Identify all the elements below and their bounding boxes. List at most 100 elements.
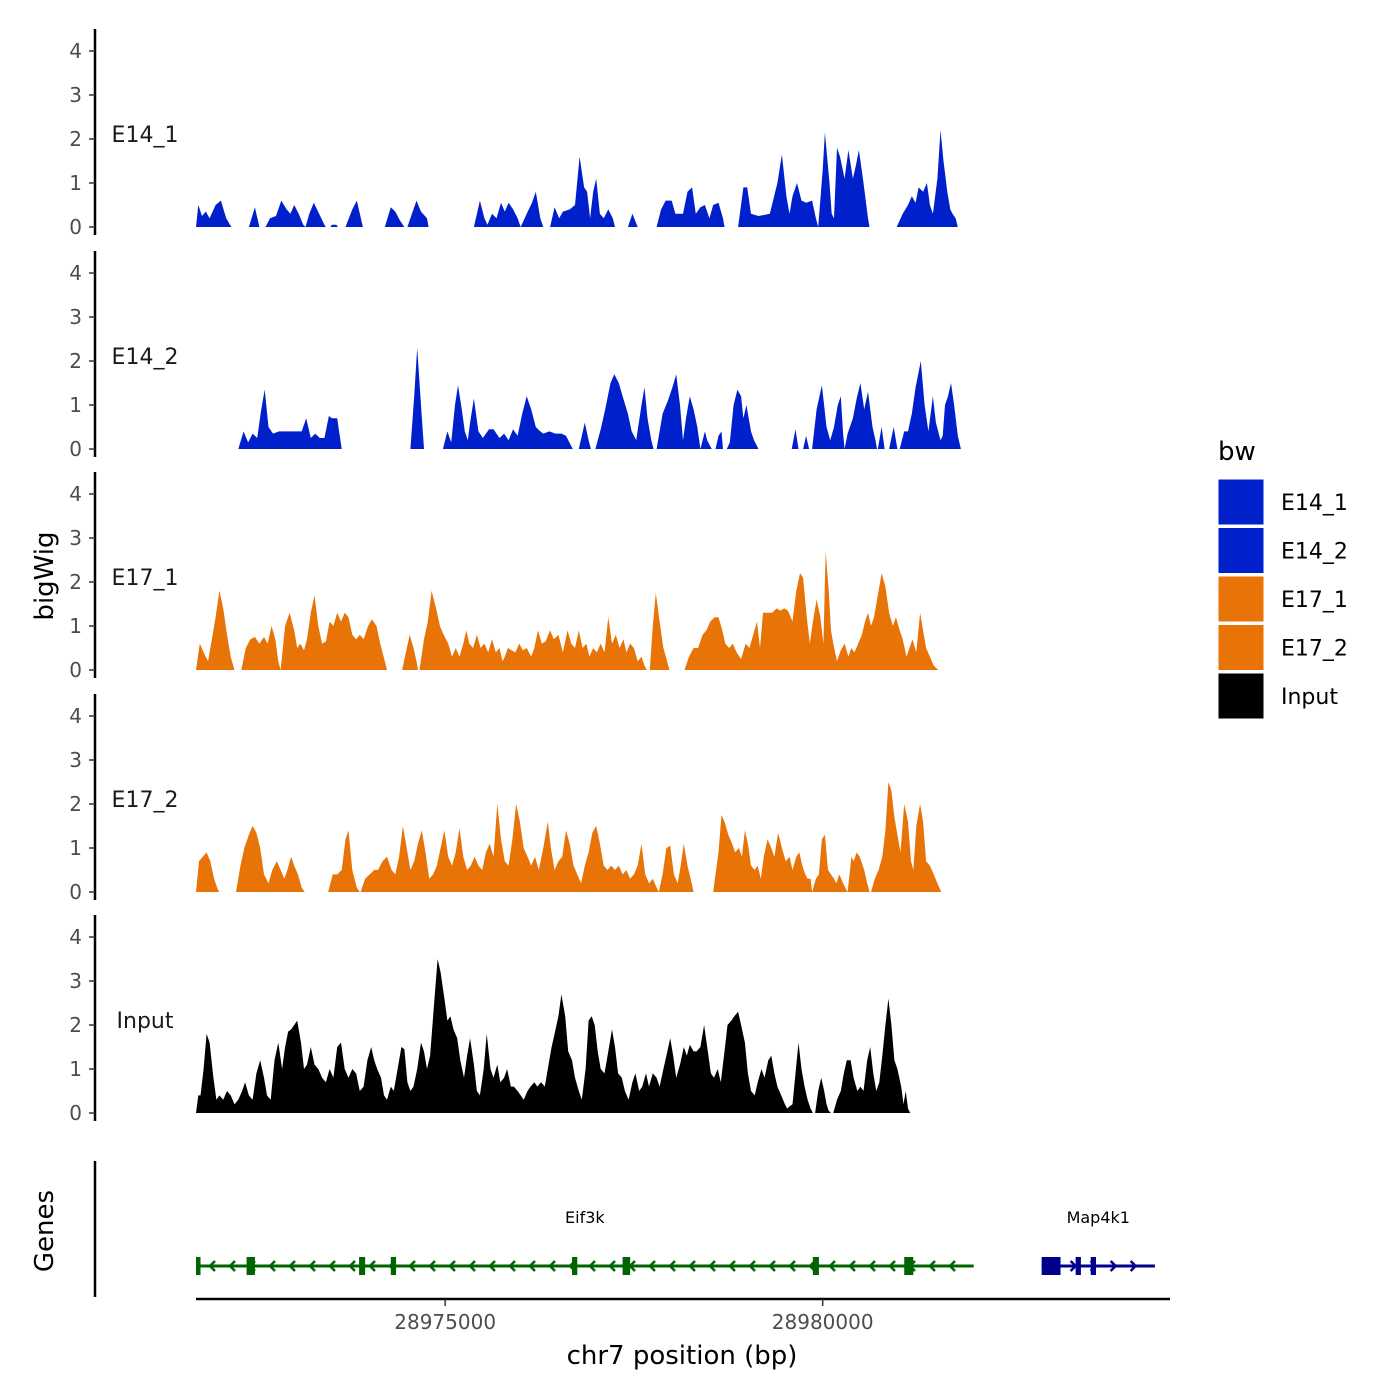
- y-tick-label: 1: [69, 393, 82, 417]
- y-tick-label: 3: [69, 305, 82, 329]
- track-label: E17_2: [112, 788, 179, 813]
- strand-arrow: [1109, 1260, 1118, 1272]
- strand-arrow: [428, 1260, 436, 1272]
- legend-entries: E14_1 E14_2 E17_1 E17_2 Input: [1217, 478, 1348, 720]
- coverage-area-E17_1: [196, 551, 939, 670]
- strand-arrow: [928, 1260, 936, 1272]
- exon: [1090, 1257, 1097, 1275]
- strand-arrow: [648, 1260, 656, 1272]
- x-axis-title: chr7 position (bp): [567, 1341, 798, 1371]
- strand-arrow: [748, 1260, 756, 1272]
- y-tick-label: 3: [69, 83, 82, 107]
- y-tick-label: 0: [69, 437, 82, 461]
- y-tick-label: 3: [69, 969, 82, 993]
- exon: [390, 1257, 397, 1275]
- coverage-area-E14_1: [196, 130, 958, 227]
- strand-arrow: [228, 1260, 236, 1272]
- legend-swatch: [1217, 672, 1265, 720]
- legend-entry-E14_2: E14_2: [1217, 527, 1348, 574]
- y-tick-label: 4: [69, 925, 82, 949]
- x-tick-label: 28975000: [394, 1310, 496, 1334]
- y-tick-label: 1: [69, 171, 82, 195]
- strand-arrow: [888, 1260, 896, 1272]
- y-tick-label: 2: [69, 1013, 82, 1037]
- legend-swatch: [1217, 624, 1265, 671]
- track-Input: 0 1 2 3 4 Input: [69, 915, 911, 1125]
- x-axis-ticks: 28975000 28980000: [394, 1299, 874, 1334]
- exon: [812, 1257, 819, 1275]
- genes-layer: Eif3k Map4k1: [93, 1161, 1155, 1297]
- tracks-layer: 0 1 2 3 4 E14_1 0 1 2 3 4 E14_2 0 1 2 3 4 E17_1 0 1 2 3 4 E17_2…: [69, 29, 961, 1125]
- strand-arrow: [468, 1260, 476, 1272]
- legend-swatch: [1217, 478, 1265, 526]
- strand-arrow: [528, 1260, 536, 1272]
- strand-arrow: [848, 1260, 856, 1272]
- y-tick-label: 1: [69, 836, 82, 860]
- strand-arrow: [688, 1260, 696, 1272]
- legend-label: E14_2: [1281, 540, 1348, 565]
- exon: [359, 1257, 366, 1275]
- y-tick-label: 4: [69, 39, 82, 63]
- strand-arrow: [548, 1260, 556, 1272]
- y-tick-label: 2: [69, 127, 82, 151]
- y-tick-label: 1: [69, 1057, 82, 1081]
- genes-axis-title: Genes: [30, 1190, 60, 1272]
- strand-arrow: [588, 1260, 596, 1272]
- legend: bw E14_1 E14_2 E17_1 E17_2 Input: [1217, 437, 1348, 720]
- track-label: E14_1: [112, 123, 179, 148]
- strand-arrow: [828, 1260, 836, 1272]
- track-label: E17_1: [112, 566, 179, 591]
- strand-arrow: [328, 1260, 336, 1272]
- legend-label: E17_1: [1281, 588, 1348, 613]
- strand-arrow: [948, 1260, 956, 1272]
- strand-arrow: [488, 1260, 496, 1272]
- strand-arrow: [508, 1260, 516, 1272]
- strand-arrow: [868, 1260, 876, 1272]
- strand-arrow: [408, 1260, 416, 1272]
- track-label: E14_2: [112, 345, 179, 370]
- legend-entry-E17_1: E17_1: [1217, 575, 1348, 623]
- legend-title: bw: [1218, 437, 1256, 467]
- y-tick-label: 0: [69, 215, 82, 239]
- legend-label: E14_1: [1281, 491, 1348, 516]
- legend-label: E17_2: [1281, 637, 1348, 662]
- strand-arrow: [708, 1260, 716, 1272]
- y-tick-label: 2: [69, 792, 82, 816]
- legend-entry-E17_2: E17_2: [1217, 624, 1348, 671]
- strand-arrow: [1129, 1260, 1138, 1272]
- exon: [196, 1257, 201, 1275]
- strand-arrow: [608, 1260, 616, 1272]
- track-E14_2: 0 1 2 3 4 E14_2: [69, 251, 961, 461]
- exon: [904, 1257, 914, 1275]
- coverage-area-Input: [196, 959, 911, 1113]
- y-tick-label: 1: [69, 614, 82, 638]
- exon: [622, 1257, 631, 1275]
- strand-arrow: [788, 1260, 796, 1272]
- track-E17_2: 0 1 2 3 4 E17_2: [69, 694, 942, 904]
- exon: [1041, 1257, 1061, 1275]
- coverage-area-E14_2: [238, 347, 961, 449]
- strand-arrow: [208, 1260, 216, 1272]
- y-tick-label: 4: [69, 261, 82, 285]
- exon: [1075, 1257, 1081, 1275]
- strand-arrow: [288, 1260, 296, 1272]
- y-tick-label: 4: [69, 482, 82, 506]
- coverage-area-E17_2: [196, 782, 942, 892]
- y-tick-label: 2: [69, 570, 82, 594]
- legend-swatch: [1217, 527, 1265, 574]
- legend-label: Input: [1281, 685, 1338, 710]
- strand-arrow: [768, 1260, 776, 1272]
- strand-arrow: [668, 1260, 676, 1272]
- strand-arrow: [728, 1260, 736, 1272]
- strand-arrow: [308, 1260, 316, 1272]
- strand-arrow: [368, 1260, 376, 1272]
- track-label: Input: [117, 1009, 174, 1034]
- exon: [246, 1257, 255, 1275]
- y-tick-label: 0: [69, 880, 82, 904]
- strand-arrow: [268, 1260, 276, 1272]
- y-tick-label: 0: [69, 1101, 82, 1125]
- y-tick-label: 4: [69, 704, 82, 728]
- legend-entry-E14_1: E14_1: [1217, 478, 1348, 526]
- y-axis-title: bigWig: [30, 531, 60, 620]
